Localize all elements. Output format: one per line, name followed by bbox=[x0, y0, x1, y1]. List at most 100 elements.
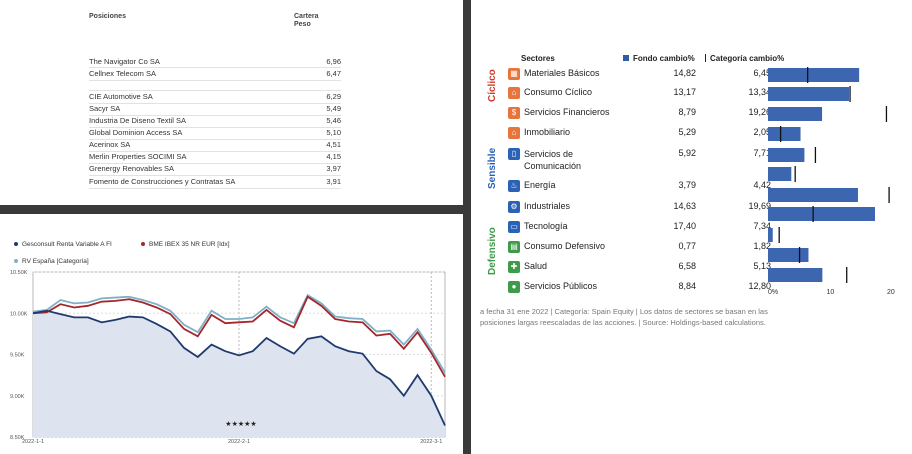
sector-cat-value: 12,80 bbox=[748, 281, 771, 291]
x-tick-label: 0% bbox=[768, 289, 778, 296]
fund-bar[interactable] bbox=[768, 68, 860, 82]
monitor-icon: ▭ bbox=[508, 221, 520, 233]
position-weight: 3,97 bbox=[326, 164, 341, 173]
row-divider bbox=[89, 163, 341, 164]
legend-dot-fund bbox=[14, 242, 18, 247]
sector-fund-value: 8,84 bbox=[678, 281, 696, 291]
position-name: Fomento de Construcciones y Contratas SA bbox=[89, 177, 236, 186]
row-divider bbox=[89, 115, 341, 116]
sector-name: Materiales Básicos bbox=[524, 68, 600, 78]
position-weight: 4,15 bbox=[326, 152, 341, 161]
legend-dot-index bbox=[141, 242, 145, 247]
fund-bar[interactable] bbox=[768, 248, 809, 262]
sector-fund-value: 6,58 bbox=[678, 261, 696, 271]
fund-bar[interactable] bbox=[768, 167, 792, 181]
position-row[interactable]: Fomento de Construcciones y Contratas SA… bbox=[89, 177, 341, 189]
y-tick-label: 10.50K bbox=[10, 270, 28, 276]
position-row[interactable]: CIE Automotive SA 6,29 bbox=[89, 92, 341, 104]
y-tick-label: 8.50K bbox=[10, 435, 25, 441]
sector-cat-value: 1,82 bbox=[753, 241, 771, 251]
position-name: Industria De Diseno Textil SA bbox=[89, 116, 186, 125]
position-weight: 4,51 bbox=[326, 140, 341, 149]
position-row[interactable]: Acerinox SA 4,51 bbox=[89, 140, 341, 152]
sector-name: Inmobiliario bbox=[524, 127, 571, 137]
position-name: Acerinox SA bbox=[89, 140, 131, 149]
position-name: Grenergy Renovables SA bbox=[89, 164, 175, 173]
position-weight: 6,29 bbox=[326, 92, 341, 101]
row-divider bbox=[89, 103, 341, 104]
y-tick-label: 9.00K bbox=[10, 394, 25, 400]
sector-name: Industriales bbox=[524, 201, 571, 211]
sector-cat-value: 6,45 bbox=[753, 68, 771, 78]
position-row[interactable]: Industria De Diseno Textil SA 5,46 bbox=[89, 116, 341, 128]
position-row[interactable]: Cellnex Telecom SA 6,47 bbox=[89, 69, 341, 81]
house-icon: ⌂ bbox=[508, 127, 520, 139]
sector-name: Servicios Públicos bbox=[524, 281, 598, 291]
fund-bar[interactable] bbox=[768, 188, 858, 202]
fund-bar[interactable] bbox=[768, 148, 805, 162]
row-divider bbox=[89, 90, 341, 91]
weight-header-line2: Peso bbox=[294, 21, 311, 28]
fund-bar[interactable] bbox=[768, 127, 801, 141]
basket-icon: ▤ bbox=[508, 241, 520, 253]
position-row[interactable]: Global Dominion Access SA 5,10 bbox=[89, 128, 341, 140]
rating-stars: ★★★★★ bbox=[225, 420, 256, 428]
legend-item-index[interactable]: BME IBEX 35 NR EUR [Idx] bbox=[141, 241, 230, 248]
x-tick-label: 2022-3-1 bbox=[420, 439, 442, 445]
fund-bar[interactable] bbox=[768, 87, 849, 101]
index-line[interactable] bbox=[32, 295, 446, 378]
sector-fund-value: 5,29 bbox=[678, 127, 696, 137]
cat-change-label: cambio% bbox=[749, 54, 785, 63]
position-weight: 5,49 bbox=[326, 104, 341, 113]
bulb-icon: ● bbox=[508, 281, 520, 293]
fund-legend-swatch bbox=[623, 55, 629, 61]
sector-name: Servicios de Comunicación bbox=[524, 149, 582, 171]
position-row[interactable]: Sacyr SA 5,49 bbox=[89, 104, 341, 116]
sector-fund-value: 17,40 bbox=[673, 221, 696, 231]
materials-icon: ▦ bbox=[508, 68, 520, 80]
positions-panel: Posiciones Cartera Peso The Navigator Co… bbox=[0, 0, 463, 205]
sector-fund-value: 14,82 bbox=[673, 68, 696, 78]
row-divider bbox=[89, 80, 341, 81]
legend-item-fund[interactable]: Gesconsult Renta Variable A FI bbox=[14, 241, 112, 248]
fund-bar[interactable] bbox=[768, 268, 823, 282]
sector-col-header: Sectores bbox=[521, 54, 555, 63]
fund-col-header: Fondo cambio% bbox=[623, 54, 695, 63]
x-tick-label: 20 bbox=[887, 289, 895, 296]
row-divider bbox=[89, 188, 341, 189]
position-name: The Navigator Co SA bbox=[89, 57, 160, 66]
category-legend-marker bbox=[705, 54, 706, 62]
sector-name: Consumo Defensivo bbox=[524, 241, 606, 251]
weight-header-line1: Cartera bbox=[294, 13, 319, 20]
position-weight: 6,47 bbox=[326, 69, 341, 78]
fund-change-label: cambio% bbox=[659, 54, 695, 63]
position-row[interactable]: The Navigator Co SA 6,96 bbox=[89, 57, 341, 69]
sector-cat-value: 13,34 bbox=[748, 87, 771, 97]
sector-cat-value: 7,34 bbox=[753, 221, 771, 231]
fund-bar[interactable] bbox=[768, 228, 773, 242]
row-divider bbox=[89, 151, 341, 152]
cross-icon: ✚ bbox=[508, 261, 520, 273]
position-weight: 3,91 bbox=[326, 177, 341, 186]
sector-fund-value: 8,79 bbox=[678, 107, 696, 117]
y-tick-label: 9.50K bbox=[10, 353, 25, 359]
sector-footnote: a fecha 31 ene 2022 | Categoría: Spain E… bbox=[480, 307, 768, 327]
sector-name: Energía bbox=[524, 180, 556, 190]
position-name: Sacyr SA bbox=[89, 104, 121, 113]
fund-area bbox=[33, 310, 445, 437]
sector-fund-value: 13,17 bbox=[673, 87, 696, 97]
performance-chart: 8.50K 9.00K 9.50K 10.00K 10.50K 2022-1-1 2022-… bbox=[10, 270, 446, 445]
category-line[interactable] bbox=[32, 293, 446, 374]
sector-bar-chart: 0% 10 20 bbox=[768, 67, 895, 296]
flame-icon: ♨ bbox=[508, 180, 520, 192]
fund-bar[interactable] bbox=[768, 207, 876, 221]
sector-fund-value: 3,79 bbox=[678, 180, 696, 190]
position-weight: 5,10 bbox=[326, 128, 341, 137]
fund-bar[interactable] bbox=[768, 107, 823, 121]
row-divider bbox=[89, 139, 341, 140]
position-row[interactable]: Merlin Properties SOCIMI SA 4,15 bbox=[89, 152, 341, 164]
legend-item-category[interactable]: RV España [Categoría] bbox=[14, 258, 89, 265]
position-row[interactable]: Grenergy Renovables SA 3,97 bbox=[89, 164, 341, 176]
sector-cat-value: 19,26 bbox=[748, 107, 771, 117]
fund-line[interactable] bbox=[32, 309, 446, 426]
